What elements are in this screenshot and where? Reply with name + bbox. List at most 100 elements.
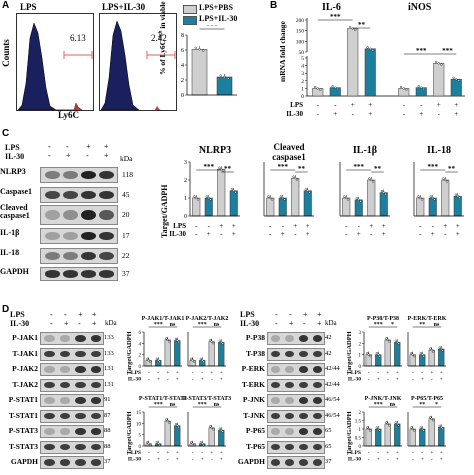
treat-sign: +: [456, 222, 460, 230]
data-point: [209, 198, 212, 201]
treat-sign: +: [166, 370, 169, 376]
y-tick-label: 2: [301, 79, 304, 85]
treat-sign: -: [192, 457, 194, 463]
y-tick-label: 0: [359, 365, 362, 370]
chart-d-3: P-STAT3/T-STAT3*** ns- - + +- + - +: [183, 396, 231, 463]
data-point: [212, 428, 215, 431]
treat-sign: -: [345, 222, 348, 230]
sig-label: *: [391, 322, 394, 328]
blot-c-il30-label: IL-30: [5, 152, 25, 161]
y-tick-label: 1: [184, 196, 187, 202]
treat-sign: +: [440, 377, 443, 383]
data-point: [202, 360, 205, 363]
blot-c-lps-label: LPS: [5, 143, 20, 152]
blot-band: [299, 381, 308, 389]
blot-band: [59, 459, 70, 466]
treat-sign: +: [382, 230, 386, 238]
bar: [375, 428, 382, 447]
data-point: [347, 198, 350, 201]
blot-c-kda-value: 22: [122, 251, 130, 260]
data-point: [292, 175, 295, 178]
sig-label: ***: [198, 322, 207, 328]
treat-sign: +: [176, 457, 179, 463]
blot-band: [271, 350, 280, 358]
row-label-lps: LPS: [351, 450, 361, 456]
treat-sign: -: [370, 230, 373, 238]
sig-label: ***: [206, 25, 218, 30]
chart-d-title: P-P38/T-P38: [367, 316, 399, 322]
y-tick-label: 2: [184, 178, 187, 184]
flow-histogram-lps: [16, 13, 94, 111]
blot-band: [90, 412, 101, 420]
blot-band: [299, 335, 308, 342]
blot-band: [285, 397, 294, 404]
data-point: [433, 198, 436, 201]
blot-d-kda-value: 87: [104, 411, 111, 419]
data-point: [198, 48, 201, 51]
blot-band: [90, 459, 101, 466]
flow-tail-lps: [74, 103, 82, 110]
y-tick-label: 10: [136, 422, 142, 427]
data-point: [438, 424, 441, 427]
data-point: [281, 196, 284, 200]
blot-d-strip: [267, 394, 325, 407]
blot-dr-lps-label: LPS: [240, 310, 255, 319]
data-point: [366, 46, 369, 49]
data-point: [384, 192, 387, 196]
blot-d-il30-sign: +: [64, 319, 69, 328]
data-point: [375, 426, 378, 429]
y-tick-label: 0: [181, 93, 184, 99]
bar: [291, 177, 300, 217]
blot-d-kda-value: 131: [104, 365, 114, 372]
data-point: [193, 360, 196, 363]
blot-band: [63, 251, 78, 261]
treat-sign: -: [220, 230, 223, 238]
legend-label-pbs: LPS+PBS: [199, 3, 233, 12]
data-point: [417, 195, 420, 198]
chart-c-2: IL-1β*** **- - + +- + - +: [339, 145, 390, 238]
blot-d-kda-value: 42/44: [325, 380, 340, 388]
data-point: [357, 198, 360, 201]
blot-d-row-label: P-P65: [245, 426, 265, 435]
y-tick-label: 0: [139, 365, 142, 370]
treat-sign: -: [192, 370, 194, 376]
data-point: [199, 441, 202, 444]
sig-label: ***: [204, 163, 215, 171]
data-point: [441, 427, 444, 430]
sig-label: **: [358, 21, 366, 29]
data-point: [210, 426, 213, 429]
data-point: [331, 85, 334, 88]
data-point: [413, 355, 416, 358]
treat-sign: +: [219, 222, 223, 230]
flow-peak-lps: [17, 22, 83, 111]
data-point: [432, 419, 435, 422]
treat-sign: -: [211, 377, 213, 383]
treat-sign: -: [412, 377, 414, 383]
blot-d-lps-sign: -: [289, 310, 292, 319]
data-point: [349, 26, 352, 29]
sig-label: **: [224, 165, 232, 173]
blot-band: [285, 459, 294, 466]
data-point: [210, 340, 213, 343]
data-point: [174, 337, 177, 341]
flow-x-axis-label: Ly6C: [58, 110, 80, 120]
blot-band: [44, 412, 55, 420]
treat-sign: -: [368, 370, 370, 376]
data-point: [345, 196, 348, 200]
blot-band: [59, 350, 70, 358]
blot-band: [99, 270, 114, 278]
treat-sign: +: [207, 230, 211, 238]
data-point: [191, 359, 194, 362]
blot-d-lps-sign: +: [92, 310, 97, 319]
blot-d-kda-value: 46/54: [325, 411, 340, 419]
bar: [433, 63, 445, 97]
blot-d-kda-value: 65: [325, 427, 332, 434]
blot-band: [99, 190, 114, 200]
treat-sign: -: [420, 101, 423, 109]
treat-sign: +: [176, 377, 179, 383]
blot-band: [59, 397, 70, 404]
blot-d-row-label: P-STAT1: [8, 395, 38, 404]
blot-band: [44, 397, 55, 404]
blot-c: LPS IL-30 - - + + - + - + kDa NLRP3 118 Caspase1 4…: [0, 140, 142, 281]
